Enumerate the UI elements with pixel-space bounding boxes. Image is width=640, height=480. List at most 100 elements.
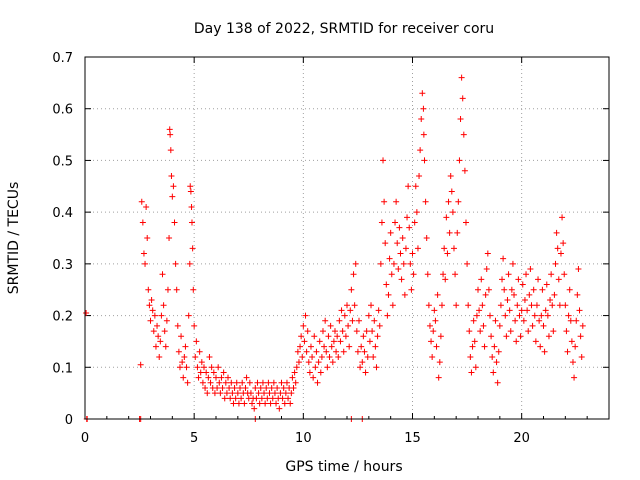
data-point xyxy=(154,322,161,329)
data-point xyxy=(204,390,211,397)
data-point xyxy=(172,260,179,267)
data-point xyxy=(461,167,468,174)
data-point xyxy=(477,328,484,335)
data-point xyxy=(565,312,572,319)
data-point xyxy=(517,333,524,340)
data-point xyxy=(491,343,498,350)
data-point xyxy=(252,384,259,391)
data-point xyxy=(200,364,207,371)
data-point xyxy=(249,400,256,407)
data-point xyxy=(301,338,308,345)
data-point xyxy=(524,307,531,314)
data-point xyxy=(508,286,515,293)
data-point xyxy=(377,260,384,267)
data-point xyxy=(239,379,246,386)
data-point xyxy=(440,271,447,278)
data-point xyxy=(167,147,174,154)
data-point xyxy=(322,317,329,324)
data-point xyxy=(277,390,284,397)
data-point xyxy=(289,374,296,381)
data-point xyxy=(175,348,182,355)
data-point xyxy=(554,245,561,252)
data-point xyxy=(264,395,271,402)
data-point xyxy=(448,188,455,195)
data-point xyxy=(455,198,462,205)
data-point xyxy=(280,384,287,391)
axis-ticks: 0 0.1 0.2 0.3 0.4 0.5 0.6 0.7 0 5 10 15 20 xyxy=(52,51,610,446)
y-tick-label: 0.3 xyxy=(52,258,73,273)
data-point xyxy=(562,302,569,309)
data-point xyxy=(473,312,480,319)
data-point xyxy=(513,338,520,345)
data-point xyxy=(319,328,326,335)
chart-title: Day 138 of 2022, SRMTID for receiver cor… xyxy=(194,21,494,37)
data-point xyxy=(361,348,368,355)
data-point xyxy=(207,379,214,386)
data-points xyxy=(83,74,586,422)
data-point xyxy=(137,361,144,368)
data-point xyxy=(428,338,435,345)
data-point xyxy=(572,343,579,350)
data-point xyxy=(380,157,387,164)
data-point xyxy=(482,291,489,298)
y-tick-label: 0.5 xyxy=(52,154,73,169)
data-point xyxy=(337,338,344,345)
data-point xyxy=(256,400,263,407)
data-point xyxy=(223,390,230,397)
data-point xyxy=(144,235,151,241)
data-point xyxy=(398,276,405,283)
data-point xyxy=(385,291,392,298)
data-point xyxy=(221,395,228,402)
data-point xyxy=(350,271,357,278)
data-point xyxy=(317,369,324,376)
data-point xyxy=(344,302,350,309)
data-point xyxy=(274,384,281,391)
data-point xyxy=(230,400,237,407)
data-point xyxy=(399,235,406,241)
data-point xyxy=(219,384,226,391)
data-point xyxy=(228,379,235,386)
data-point xyxy=(559,214,566,221)
data-point xyxy=(253,395,260,402)
data-point xyxy=(195,374,202,381)
data-point xyxy=(520,317,527,324)
data-point xyxy=(358,343,365,350)
data-point xyxy=(547,297,554,304)
data-point xyxy=(150,328,157,335)
data-point xyxy=(333,348,340,355)
data-point xyxy=(527,266,534,273)
data-point xyxy=(315,359,322,366)
data-point xyxy=(511,291,518,298)
data-point xyxy=(161,328,168,335)
data-point xyxy=(408,286,415,293)
data-point xyxy=(266,390,273,397)
data-point xyxy=(445,198,452,205)
data-point xyxy=(251,405,258,412)
data-point xyxy=(560,240,567,247)
data-point xyxy=(306,369,313,376)
data-point xyxy=(425,302,432,309)
y-tick-label: 0.1 xyxy=(52,361,73,376)
data-point xyxy=(180,374,187,381)
data-point xyxy=(311,333,318,340)
data-point xyxy=(435,374,442,381)
data-point xyxy=(203,369,210,376)
data-point xyxy=(360,333,367,340)
data-point xyxy=(500,255,507,262)
data-point xyxy=(189,245,196,252)
x-tick-label: 5 xyxy=(190,431,198,446)
data-point xyxy=(328,343,335,350)
data-point xyxy=(531,312,538,319)
data-point xyxy=(345,322,352,329)
data-point xyxy=(528,302,535,309)
data-point xyxy=(305,359,312,366)
data-point xyxy=(392,219,399,226)
data-point xyxy=(237,384,244,391)
data-point xyxy=(279,395,286,402)
data-point xyxy=(197,369,204,376)
data-point xyxy=(382,240,389,247)
data-point xyxy=(421,157,428,164)
data-point xyxy=(489,353,496,360)
data-point xyxy=(346,343,353,350)
data-point xyxy=(396,224,403,231)
